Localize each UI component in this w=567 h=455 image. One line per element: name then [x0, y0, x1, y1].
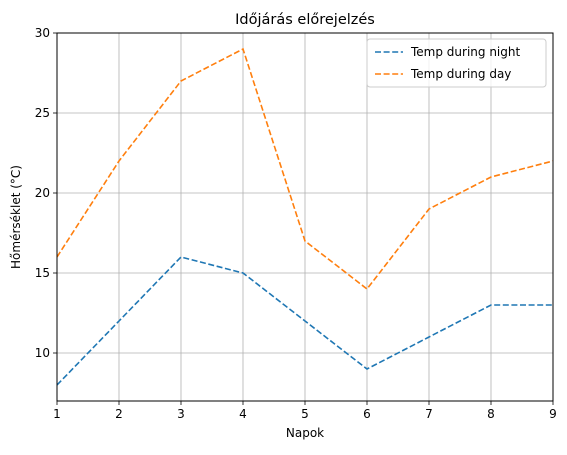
x-tick-label: 6 — [363, 407, 371, 421]
y-tick-label: 20 — [35, 186, 50, 200]
x-tick-label: 5 — [301, 407, 309, 421]
x-tick-label: 2 — [115, 407, 123, 421]
legend-label: Temp during day — [410, 67, 511, 81]
ticks: 1 2 3 4 5 6 7 8 9 10 15 20 25 30 — [35, 26, 557, 421]
series-lines — [57, 47, 553, 386]
x-tick-label: 7 — [425, 407, 433, 421]
y-tick-label: 10 — [35, 346, 50, 360]
grid — [56, 32, 554, 401]
y-tick-label: 15 — [35, 266, 50, 280]
x-axis-label: Napok — [286, 426, 324, 440]
x-tick-label: 8 — [487, 407, 495, 421]
legend-box — [366, 38, 547, 88]
y-tick-label: 25 — [35, 106, 50, 120]
y-axis-label: Hőmérséklet (°C) — [9, 165, 23, 269]
x-tick-label: 9 — [549, 407, 557, 421]
x-tick-label: 3 — [177, 407, 185, 421]
legend: Temp during night Temp during day — [366, 38, 547, 88]
y-tick-label: 30 — [35, 26, 50, 40]
chart-title: Időjárás előrejelzés — [235, 12, 375, 28]
x-tick-label: 4 — [239, 407, 247, 421]
series-line-night — [57, 256, 553, 386]
legend-label: Temp during night — [410, 45, 520, 59]
series-line-day — [57, 47, 553, 291]
x-tick-label: 1 — [53, 407, 61, 421]
